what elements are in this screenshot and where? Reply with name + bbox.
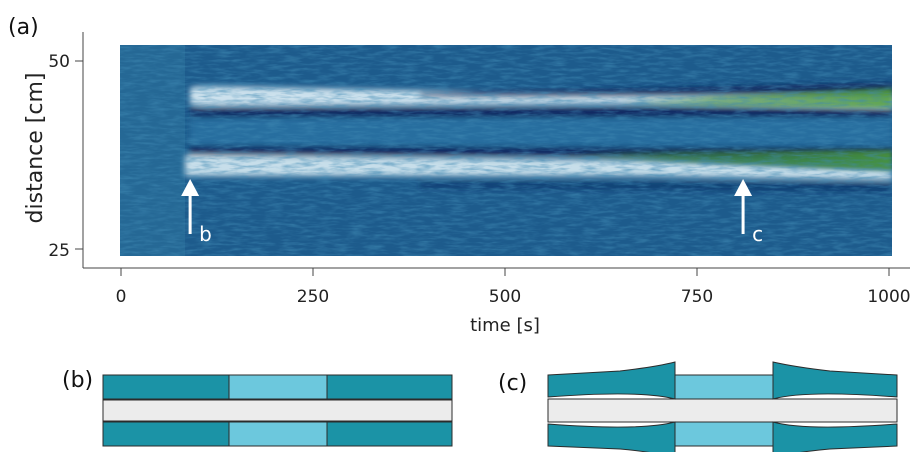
event-marker-b: b xyxy=(181,179,212,246)
axes: 50 25 distance [cm] xyxy=(23,32,910,269)
panel-label-a: (a) xyxy=(8,15,39,40)
event-marker-c: c xyxy=(734,179,763,246)
diagram-c-top-left-bent xyxy=(547,361,676,400)
diagram-c-bottom-middle xyxy=(674,421,774,447)
diagram-c xyxy=(547,361,898,452)
heatmap xyxy=(120,45,892,256)
x-tick-label-250: 250 xyxy=(297,287,329,307)
y-tick-label-50: 50 xyxy=(48,52,70,72)
diagram-b-bottom-left xyxy=(102,421,230,447)
y-axis-label: distance [cm] xyxy=(23,73,48,224)
event-arrowhead-c xyxy=(734,179,753,196)
panel-label-b: (b) xyxy=(62,368,93,393)
event-arrowhead-b xyxy=(181,179,200,196)
x-tick-label-1000: 1000 xyxy=(867,287,910,307)
event-label-b: b xyxy=(199,222,212,246)
x-tick-label-750: 750 xyxy=(681,287,713,307)
diagram-b-bottom-middle xyxy=(228,421,328,447)
y-tick-label-25: 25 xyxy=(48,241,70,261)
diagram-b xyxy=(102,374,453,447)
diagram-c-bottom-right-bent xyxy=(772,421,898,452)
diagram-c-core xyxy=(547,398,898,423)
x-tick-label-500: 500 xyxy=(489,287,521,307)
diagram-b-bottom-right xyxy=(326,421,453,447)
diagram-b-top-middle xyxy=(228,374,328,400)
diagram-b-top-right xyxy=(326,374,453,400)
diagram-c-bottom-left-bent xyxy=(547,421,676,452)
x-axis-label: time [s] xyxy=(470,315,540,336)
x-ticks: 0 250 500 750 1000 xyxy=(116,268,911,307)
panel-label-c: (c) xyxy=(498,371,527,396)
event-label-c: c xyxy=(752,222,763,246)
diagram-c-top-right-bent xyxy=(772,361,898,400)
x-tick-label-0: 0 xyxy=(116,287,127,307)
diagram-b-core xyxy=(102,399,453,422)
diagram-b-top-left xyxy=(102,374,230,400)
heatmap-noise xyxy=(120,45,892,256)
diagram-c-top-middle xyxy=(674,374,774,400)
